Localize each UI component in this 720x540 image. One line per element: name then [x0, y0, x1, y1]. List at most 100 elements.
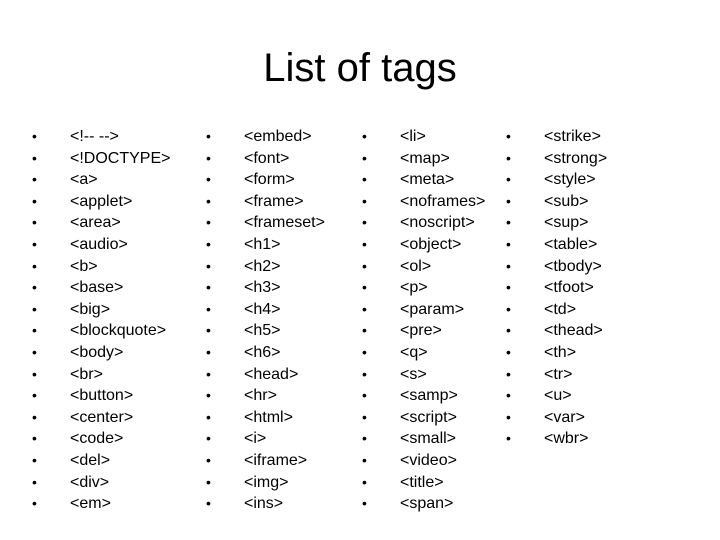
tag-name: <area> — [70, 214, 121, 232]
bullet-icon: • — [362, 192, 367, 209]
tag-name: <br> — [70, 365, 103, 383]
tag-list-item: • <script> — [362, 407, 485, 429]
tag-name: <del> — [70, 451, 111, 469]
tag-name: <meta> — [400, 171, 455, 189]
tag-name: <base> — [70, 279, 124, 297]
tag-name: <var> — [544, 408, 585, 426]
bullet-icon: • — [32, 192, 37, 209]
tag-name: <ins> — [244, 495, 284, 513]
tag-name: <h1> — [244, 235, 281, 253]
tag-name: <li> — [400, 128, 426, 145]
tag-list-item: • <td> — [506, 299, 607, 321]
tag-name: <h3> — [244, 279, 281, 297]
bullet-icon: • — [506, 279, 511, 296]
bullet-icon: • — [206, 192, 211, 209]
tag-list-item: • <del> — [32, 450, 170, 472]
bullet-icon: • — [362, 257, 367, 274]
bullet-icon: • — [32, 473, 37, 490]
tag-list-item: • <h1> — [206, 234, 325, 256]
tag-list-item: • <p> — [362, 277, 485, 299]
tag-name: <table> — [544, 235, 598, 253]
tag-list-item: • <form> — [206, 169, 325, 191]
bullet-icon: • — [32, 343, 37, 360]
tag-name: <frameset> — [244, 214, 325, 232]
bullet-icon: • — [206, 473, 211, 490]
tag-list-item: • <base> — [32, 277, 170, 299]
tag-list-item: • <u> — [506, 385, 607, 407]
bullet-icon: • — [506, 322, 511, 339]
tag-list-item: • <head> — [206, 364, 325, 386]
tag-list-item: • <body> — [32, 342, 170, 364]
tag-name: <button> — [70, 387, 134, 405]
tag-list-item: • <h5> — [206, 320, 325, 342]
tag-list-item: • <embed> — [206, 126, 325, 148]
bullet-icon: • — [362, 387, 367, 404]
tag-name: <object> — [400, 235, 462, 253]
tag-name: <form> — [244, 171, 295, 189]
tag-name: <style> — [544, 171, 596, 189]
tag-list-item: • <th> — [506, 342, 607, 364]
tag-list-item: • <area> — [32, 212, 170, 234]
tag-list-item: • <title> — [362, 472, 485, 494]
tag-list-item: • <video> — [362, 450, 485, 472]
tag-list-item: • <meta> — [362, 169, 485, 191]
tag-name: <strong> — [544, 149, 608, 167]
tag-list-item: • <samp> — [362, 385, 485, 407]
tag-name: <big> — [70, 300, 111, 318]
tag-name: <h5> — [244, 322, 281, 340]
bullet-icon: • — [206, 279, 211, 296]
bullet-icon: • — [362, 128, 367, 144]
tag-list-item: • <object> — [362, 234, 485, 256]
tag-name: <video> — [400, 451, 457, 469]
tag-list-item: • <html> — [206, 407, 325, 429]
bullet-icon: • — [362, 451, 367, 468]
tag-list-item: • <ins> — [206, 493, 325, 515]
bullet-icon: • — [206, 257, 211, 274]
bullet-icon: • — [32, 300, 37, 317]
bullet-icon: • — [362, 214, 367, 231]
bullet-icon: • — [32, 279, 37, 296]
tag-list-item: • <s> — [362, 364, 485, 386]
tag-list-item: • <font> — [206, 148, 325, 170]
bullet-icon: • — [206, 235, 211, 252]
bullet-icon: • — [206, 495, 211, 512]
tag-list-item: • <code> — [32, 428, 170, 450]
bullet-icon: • — [206, 365, 211, 382]
tag-list-item: • <thead> — [506, 320, 607, 342]
tag-list-item: • <h4> — [206, 299, 325, 321]
bullet-icon: • — [32, 171, 37, 188]
bullet-icon: • — [506, 300, 511, 317]
tag-list-item: • <a> — [32, 169, 170, 191]
tag-list-item: • <hr> — [206, 385, 325, 407]
tag-name: <blockquote> — [70, 322, 167, 340]
tag-name: <html> — [244, 408, 293, 426]
tag-name: <samp> — [400, 387, 458, 405]
bullet-icon: • — [506, 408, 511, 425]
tag-list-item: • <span> — [362, 493, 485, 515]
tag-list-item: • <i> — [206, 428, 325, 450]
tag-list-item: • <b> — [32, 256, 170, 278]
tag-name: <sup> — [544, 214, 589, 232]
bullet-icon: • — [506, 171, 511, 188]
bullet-icon: • — [362, 235, 367, 252]
tag-name: <applet> — [70, 192, 133, 210]
tag-name: <!-- --> — [70, 128, 119, 145]
tag-name: <h4> — [244, 300, 281, 318]
tag-name: <param> — [400, 300, 465, 318]
slide-title: List of tags — [263, 46, 457, 90]
tag-list-item: • <ol> — [362, 256, 485, 278]
tag-list-item: • <strong> — [506, 148, 607, 170]
tag-name: <u> — [544, 387, 572, 405]
bullet-icon: • — [506, 192, 511, 209]
bullet-icon: • — [32, 214, 37, 231]
bullet-icon: • — [362, 149, 367, 166]
tag-name: <iframe> — [244, 451, 308, 469]
bullet-icon: • — [506, 149, 511, 166]
tag-list-item: • <frameset> — [206, 212, 325, 234]
tag-list-item: • <big> — [32, 299, 170, 321]
tag-list-item: • <audio> — [32, 234, 170, 256]
tag-name: <thead> — [544, 322, 603, 340]
tag-list-item: • <br> — [32, 364, 170, 386]
tag-name: <wbr> — [544, 430, 589, 448]
tag-name: <td> — [544, 300, 577, 318]
